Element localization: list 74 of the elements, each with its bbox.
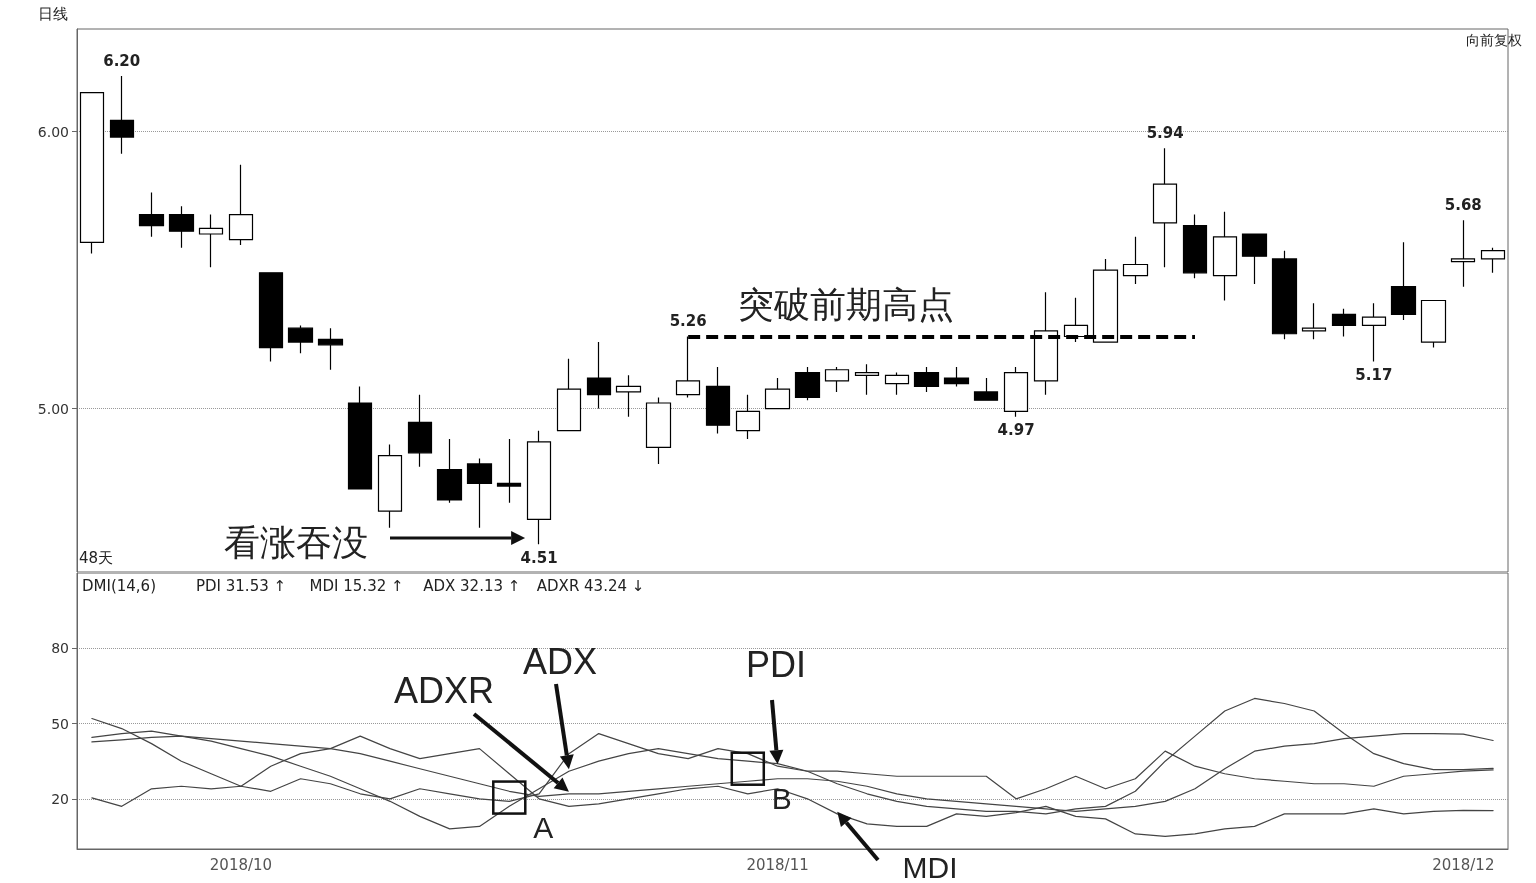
candlestick bbox=[1390, 241, 1417, 321]
annotation: 看涨吞没 bbox=[224, 523, 368, 563]
x-tick-label: 2018/11 bbox=[746, 855, 809, 874]
candlestick bbox=[824, 366, 850, 393]
candlestick bbox=[764, 377, 791, 410]
candlestick bbox=[228, 164, 254, 246]
annotation: 5.26 bbox=[669, 312, 707, 331]
candlestick bbox=[1182, 214, 1208, 279]
y-tick-label: 6.00 bbox=[37, 123, 69, 140]
candlestick bbox=[1420, 299, 1447, 349]
candlestick bbox=[1301, 302, 1327, 340]
y-tick-label: 50 bbox=[51, 715, 69, 732]
annotation: 4.97 bbox=[997, 421, 1035, 440]
series-label: PDI bbox=[745, 643, 807, 685]
candlestick bbox=[794, 366, 821, 401]
annotation: PDI 31.53 ↑ bbox=[196, 577, 287, 595]
ref-line-label: 突破前期高点 bbox=[738, 284, 955, 325]
candlestick bbox=[436, 438, 463, 504]
candlestick bbox=[1271, 250, 1298, 340]
candlestick bbox=[913, 366, 940, 393]
annotation: 48天 bbox=[79, 549, 114, 567]
candlestick bbox=[1212, 211, 1238, 302]
candlestick bbox=[1331, 308, 1357, 338]
candlestick bbox=[705, 366, 731, 435]
chart-title: 日线 bbox=[38, 5, 68, 23]
candlestick bbox=[347, 385, 373, 490]
annotation: MDI 15.32 ↑ bbox=[309, 577, 404, 595]
annotation: A bbox=[533, 811, 554, 845]
candlestick bbox=[79, 92, 105, 254]
candlestick bbox=[1122, 236, 1149, 285]
series-label: MDI bbox=[902, 850, 958, 883]
annotation: 6.20 bbox=[103, 51, 141, 70]
text: ADX bbox=[522, 640, 598, 682]
candlestick bbox=[1480, 247, 1506, 274]
candlestick bbox=[1450, 219, 1476, 288]
candlestick bbox=[407, 394, 433, 468]
candlestick bbox=[1152, 147, 1178, 268]
annotation: B bbox=[771, 782, 792, 816]
candlestick bbox=[973, 377, 999, 401]
candlestick bbox=[138, 191, 165, 238]
candlestick bbox=[168, 205, 195, 249]
y-tick-label: 80 bbox=[51, 640, 69, 657]
candlestick bbox=[645, 396, 672, 465]
annotation: 4.51 bbox=[520, 548, 558, 567]
candlestick bbox=[586, 341, 612, 410]
candlestick bbox=[109, 75, 135, 155]
candlestick bbox=[258, 272, 284, 363]
annotation: 5.94 bbox=[1146, 123, 1184, 142]
candlestick bbox=[854, 363, 880, 396]
candlestick bbox=[198, 214, 224, 268]
candlestick bbox=[884, 371, 910, 396]
annotation: ADXR 43.24 ↓ bbox=[536, 577, 645, 595]
annotation: 5.68 bbox=[1444, 195, 1482, 214]
candlestick bbox=[317, 327, 344, 371]
y-tick-label: 20 bbox=[51, 790, 69, 807]
x-tick-label: 2018/10 bbox=[209, 855, 273, 874]
candlestick bbox=[556, 358, 582, 432]
candlestick bbox=[943, 366, 970, 387]
y-tick-label: 5.00 bbox=[37, 400, 69, 417]
candlestick bbox=[1003, 366, 1029, 418]
series-label: ADXR bbox=[393, 669, 495, 711]
candlestick bbox=[615, 374, 642, 418]
candlestick bbox=[1241, 233, 1268, 285]
candlestick bbox=[1361, 302, 1387, 363]
x-tick-label: 2018/12 bbox=[1432, 855, 1495, 874]
annotation: 向前复权 bbox=[1466, 32, 1522, 48]
candlestick bbox=[735, 394, 761, 440]
annotation: ADX 32.13 ↑ bbox=[423, 577, 521, 595]
candlestick bbox=[496, 438, 522, 504]
chart-title: DMI(14,6) bbox=[82, 577, 157, 595]
annotation: 5.17 bbox=[1355, 365, 1393, 384]
candlestick bbox=[466, 457, 493, 529]
candlestick bbox=[377, 443, 403, 529]
candlestick bbox=[287, 324, 314, 354]
